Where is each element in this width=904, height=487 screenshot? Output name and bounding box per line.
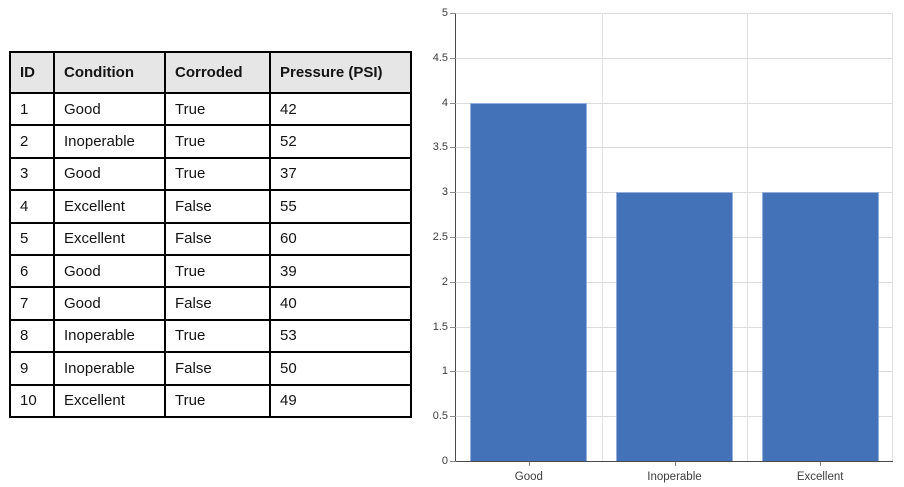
table-cell: 53 <box>269 318 412 354</box>
table-cell: 39 <box>269 253 412 289</box>
table-cell: False <box>164 189 271 224</box>
x-axis-tick <box>528 462 530 466</box>
table-cell: 1 <box>9 91 55 127</box>
table-cell: 9 <box>9 351 55 386</box>
column-header: Pressure (PSI) <box>269 51 412 94</box>
table-cell: 10 <box>9 383 55 418</box>
table-cell: 6 <box>9 253 55 289</box>
y-axis-label: 3 <box>441 186 448 199</box>
table-cell: False <box>164 221 271 256</box>
vertical-gridline <box>747 13 749 461</box>
table-cell: Good <box>53 91 166 127</box>
y-axis-label: 1 <box>441 365 448 378</box>
table-cell: Excellent <box>53 383 166 418</box>
table-row: 8 Inoperable True 53 <box>9 318 412 354</box>
x-axis-category-label: Excellent <box>796 471 844 483</box>
table-cell: Inoperable <box>53 124 166 159</box>
bar-good <box>470 102 588 461</box>
table-cell: Excellent <box>53 189 166 224</box>
horizontal-gridline <box>456 102 893 104</box>
table-cell: 2 <box>9 124 55 159</box>
table-row: 10 Excellent True 49 <box>9 383 412 418</box>
table-cell: 4 <box>9 189 55 224</box>
table-cell: 8 <box>9 318 55 354</box>
y-axis-tick <box>450 102 456 104</box>
table-cell: True <box>164 383 271 418</box>
y-axis-label: 2 <box>441 275 448 288</box>
table-cell: True <box>164 318 271 354</box>
table-cell: Inoperable <box>53 351 166 386</box>
x-axis-tick <box>820 462 822 466</box>
y-axis-tick <box>450 416 456 418</box>
y-axis-label: 0 <box>441 455 448 467</box>
table-cell: True <box>164 156 271 192</box>
y-axis-tick <box>450 13 456 14</box>
bar-chart: 0 0.5 1 1.5 2 2.5 3 3.5 4 4.5 5 Good Inoperable Excel… <box>420 0 904 487</box>
horizontal-gridline <box>456 147 893 149</box>
x-axis-category-label: Good <box>514 471 543 483</box>
table-row: 5 Excellent False 60 <box>9 221 412 256</box>
x-axis-category-label: Inoperable <box>647 471 702 483</box>
table-cell: 60 <box>269 221 412 256</box>
table-cell: True <box>164 91 271 127</box>
x-axis-tick <box>674 462 676 466</box>
table-cell: True <box>164 253 271 289</box>
y-axis-label: 4.5 <box>432 51 448 64</box>
table-cell: False <box>164 351 271 386</box>
table-cell: 7 <box>9 286 55 321</box>
column-header: Corroded <box>164 51 271 94</box>
y-axis-tick <box>450 281 456 283</box>
table-cell: Good <box>53 156 166 192</box>
table-row: 3 Good True 37 <box>9 156 412 192</box>
table-cell: 50 <box>269 351 412 386</box>
table-cell: True <box>164 124 271 159</box>
vertical-gridline <box>601 13 603 461</box>
y-axis-tick <box>450 237 456 238</box>
table-cell: Good <box>53 286 166 321</box>
column-header: ID <box>9 51 55 94</box>
y-axis-label: 4 <box>441 96 448 109</box>
y-axis-label: 0.5 <box>432 410 448 423</box>
table-row: 7 Good False 40 <box>9 286 412 321</box>
y-axis-tick <box>450 147 456 149</box>
y-axis-tick <box>450 461 456 462</box>
y-axis-tick <box>450 371 456 373</box>
table-cell: 37 <box>269 156 412 192</box>
table-header-row: ID Condition Corroded Pressure (PSI) <box>9 51 412 94</box>
table-cell: 42 <box>269 91 412 127</box>
table-cell: Excellent <box>53 221 166 256</box>
y-axis-tick <box>450 326 456 328</box>
table-cell: 5 <box>9 221 55 256</box>
horizontal-gridline <box>456 57 893 59</box>
table-cell: 3 <box>9 156 55 192</box>
column-header: Condition <box>53 51 166 94</box>
table-row: 4 Excellent False 55 <box>9 189 412 224</box>
table-row: 9 Inoperable False 50 <box>9 351 412 386</box>
table-cell: 55 <box>269 189 412 224</box>
table-cell: Inoperable <box>53 318 166 354</box>
y-axis-label: 5 <box>441 7 448 19</box>
y-axis-label: 3.5 <box>432 141 448 154</box>
y-axis-tick <box>450 192 456 194</box>
horizontal-gridline <box>456 13 893 14</box>
vertical-gridline <box>892 13 893 461</box>
table-row: 1 Good True 42 <box>9 91 412 127</box>
y-axis-tick <box>450 57 456 59</box>
y-axis-label: 1.5 <box>432 320 448 333</box>
table-cell: Good <box>53 253 166 289</box>
chart-plot-area: 0 0.5 1 1.5 2 2.5 3 3.5 4 4.5 5 Good Inoperable Excel… <box>433 7 893 483</box>
table-cell: False <box>164 286 271 321</box>
table-row: 6 Good True 39 <box>9 253 412 289</box>
table-cell: 52 <box>269 124 412 159</box>
pipe-data-table: ID Condition Corroded Pressure (PSI) 1 Good T… <box>9 51 412 418</box>
bar-excellent <box>761 192 879 461</box>
table-cell: 49 <box>269 383 412 418</box>
table-cell: 40 <box>269 286 412 321</box>
table-row: 2 Inoperable True 52 <box>9 124 412 159</box>
y-axis-label: 2.5 <box>432 231 448 243</box>
bar-inoperable <box>616 192 733 461</box>
